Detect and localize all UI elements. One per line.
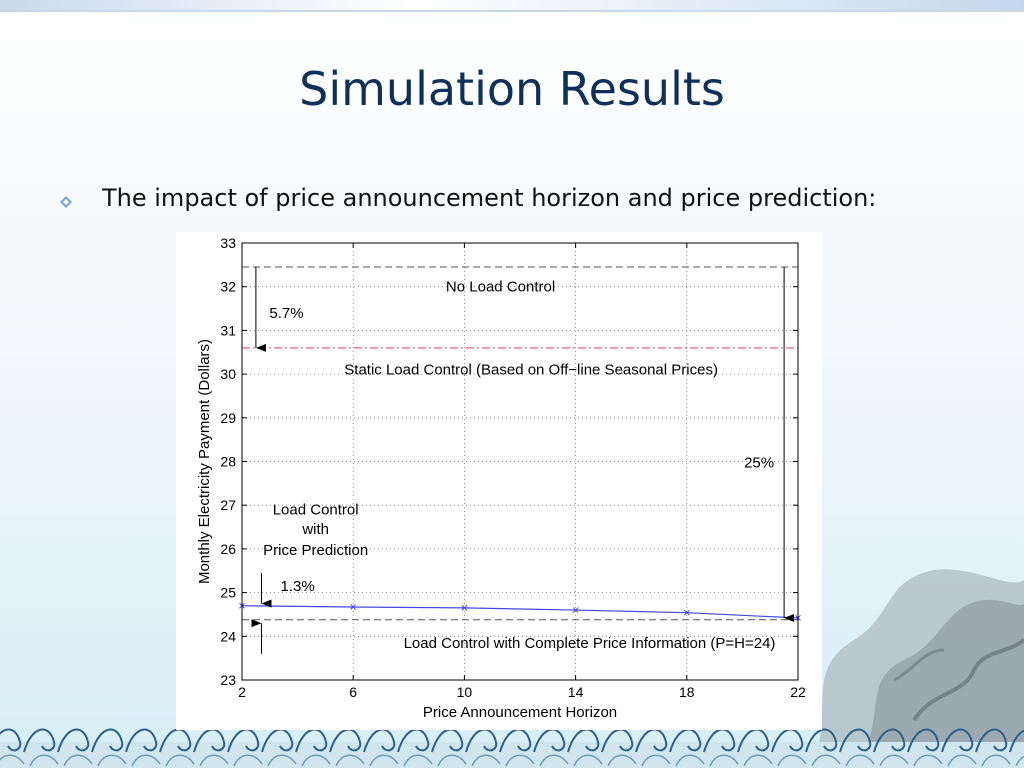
x-tick-label: 10: [457, 684, 473, 700]
data-point: [683, 609, 690, 616]
y-tick-label: 24: [220, 628, 236, 644]
chart-annotation: Price Prediction: [263, 542, 368, 559]
chart-figure: No Load Control Static Load Control (Base…: [176, 232, 822, 730]
data-point-mark: [461, 605, 468, 611]
x-axis-label: Price Announcement Horizon: [423, 704, 617, 721]
dragon-decoration-icon: [814, 569, 1024, 768]
y-axis-label: Monthly Electricity Payment (Dollars): [196, 339, 213, 584]
reference-lines: [242, 266, 798, 621]
data-point: [572, 607, 579, 613]
chart-annotation: Static Load Control (Based on Off−line S…: [344, 362, 718, 379]
grid: [242, 243, 798, 680]
y-tick-label: 30: [220, 366, 236, 382]
series-layer: [239, 602, 801, 621]
chart-annotation: Load Control with Complete Price Informa…: [404, 635, 776, 652]
y-tick-label: 26: [220, 541, 236, 557]
data-point-mark: [683, 609, 690, 616]
bullet-text: The impact of price announcement horizon…: [102, 184, 877, 212]
data-point-mark: [350, 604, 357, 610]
y-tick-label: 28: [220, 454, 236, 470]
arrows: [251, 267, 795, 654]
data-point: [350, 604, 357, 610]
diamond-bullet-icon: [60, 196, 72, 208]
y-tick-label: 32: [220, 279, 236, 295]
x-tick-label: 2: [238, 684, 246, 700]
chart-annotation: with: [301, 521, 329, 538]
slide-title: Simulation Results: [299, 62, 725, 116]
y-tick-label: 31: [220, 322, 236, 338]
line-chart: No Load Control Static Load Control (Base…: [196, 235, 806, 721]
data-point-mark: [572, 607, 579, 613]
chart-annotation: 1.3%: [280, 578, 314, 595]
y-tick-label: 23: [220, 672, 236, 688]
y-tick-label: 29: [220, 410, 236, 426]
y-tick-label: 25: [220, 585, 236, 601]
annotations: No Load Control Static Load Control (Base…: [263, 279, 775, 652]
chart-annotation: 25%: [744, 454, 774, 471]
x-tick-label: 14: [568, 684, 584, 700]
series-line: [241, 605, 799, 619]
x-tick-label: 18: [679, 684, 695, 700]
wave-border-decoration: [0, 728, 1024, 768]
y-tick-label: 33: [220, 235, 236, 251]
chart-annotation: No Load Control: [446, 279, 555, 296]
x-tick-label: 22: [790, 684, 806, 700]
x-tick-label: 6: [349, 684, 357, 700]
top-decor-line: [0, 10, 1024, 12]
chart-annotation: Load Control: [273, 502, 359, 519]
y-tick-label: 27: [220, 497, 236, 513]
data-point: [461, 605, 468, 611]
top-decor-strip: [0, 0, 1024, 10]
chart-annotation: 5.7%: [269, 305, 303, 322]
